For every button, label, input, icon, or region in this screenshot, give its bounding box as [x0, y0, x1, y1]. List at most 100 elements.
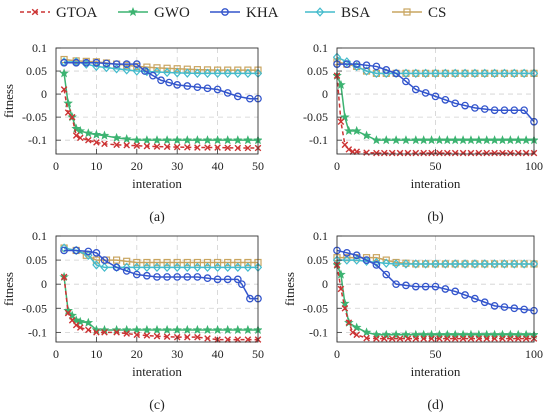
panel-c-point-cs: [143, 258, 151, 267]
panel-d-ytick-label: 0.05: [307, 253, 328, 267]
panel-a-line-gtoa: [63, 89, 258, 149]
panel-a-point-kha: [132, 60, 141, 68]
panel-b-xtick-label: 0: [334, 159, 340, 173]
legend-marker-gtoa: [31, 8, 39, 16]
panel-b-point-gtoa: [363, 149, 370, 156]
panel-d-point-gwo: [466, 329, 476, 339]
panel-b-point-gtoa: [514, 149, 522, 157]
panel-b-point-kha: [352, 60, 361, 68]
panel-a-point-gtoa: [101, 140, 108, 148]
panel-c-point-kha: [246, 294, 254, 303]
legend-entry-bsa: BSA: [305, 5, 370, 21]
panel-c-ytick-label: 0: [41, 277, 47, 291]
panel-a-point-bsa: [183, 68, 192, 78]
panel-d-point-gwo: [521, 329, 531, 339]
panel-b-point-kha: [372, 62, 381, 71]
panel-b-point-gtoa: [412, 149, 420, 157]
panel-a-series-gwo: [59, 68, 262, 145]
panel-a-point-kha: [203, 84, 212, 93]
panel-a-point-gtoa: [123, 141, 130, 149]
panel-a-point-kha: [102, 59, 111, 68]
panel-b-point-bsa: [352, 61, 361, 72]
panel-b-point-kha: [510, 106, 519, 115]
panel-a-point-kha: [165, 78, 173, 87]
panel-b-point-gtoa: [337, 118, 345, 126]
panel-c-point-cs: [214, 258, 222, 267]
panel-a-point-gtoa: [68, 113, 76, 121]
panel-d: 0 50 100 0.1 0.05 0 -0.05 -0.1 interation fitness…: [282, 229, 543, 413]
panel-a-xtick-label: 50: [252, 159, 264, 173]
panel-a-point-cs: [183, 65, 191, 73]
panel-b-point-gwo: [344, 125, 354, 136]
panel-d-point-bsa: [352, 255, 361, 265]
panel-d-series-gtoa: [333, 261, 538, 342]
panel-c-point-kha: [223, 275, 232, 284]
panel-d-caption: (d): [427, 398, 444, 413]
panel-c-series-kha: [60, 246, 262, 303]
panel-a-point-gtoa: [85, 136, 92, 144]
panel-c-point-gtoa: [194, 333, 201, 341]
panel-b-point-kha: [431, 92, 440, 101]
panel-b: 0 50 100 0.1 0.05 0 -0.05 -0.1 interation (b): [303, 41, 543, 225]
panel-b-point-bsa: [460, 68, 470, 79]
panel-b-point-kha: [471, 104, 479, 112]
panel-b-point-kha: [441, 95, 450, 104]
panel-b-point-gtoa: [373, 149, 380, 157]
panel-d-point-gtoa: [388, 335, 396, 342]
panel-d-point-gwo: [450, 329, 460, 339]
panel-b-point-kha: [342, 60, 351, 68]
panel-d-point-gwo: [411, 329, 421, 339]
panel-d-point-gwo: [481, 329, 492, 339]
panel-c-point-kha: [122, 267, 131, 275]
panel-a-point-gtoa: [224, 144, 231, 152]
panel-c-xtick-label: 40: [212, 347, 224, 361]
panel-d-point-bsa: [500, 259, 509, 269]
panel-c-point-bsa: [213, 262, 222, 273]
panel-b-point-kha: [392, 69, 400, 78]
panel-c-point-kha: [237, 280, 246, 289]
panel-a-point-kha: [157, 76, 165, 85]
panel-a: 0 10 20 30 40 50 0.1 0.05 0 -0.05 -0.1 interation fi…: [1, 41, 264, 225]
panel-c-point-gwo: [202, 324, 213, 335]
panel-d-point-gwo: [361, 327, 372, 337]
panel-b-point-bsa: [480, 68, 489, 79]
panel-d-point-bsa: [382, 258, 391, 268]
panel-a-point-gwo: [212, 135, 223, 145]
panel-d-point-kha: [382, 270, 391, 279]
panel-b-point-gtoa: [388, 149, 396, 157]
panel-d-point-gwo: [434, 329, 445, 339]
panel-b-point-gwo: [371, 135, 382, 145]
panel-c-xtick-label: 50: [252, 347, 264, 361]
panel-d-point-bsa: [490, 259, 499, 269]
panel-b-point-gtoa: [436, 149, 443, 157]
panel-d-line-gtoa: [336, 264, 534, 340]
panel-b-point-kha: [362, 61, 371, 70]
panel-c-xtick-label: 30: [171, 347, 183, 361]
panel-c-point-gtoa: [93, 329, 100, 336]
panel-c-point-cs: [203, 258, 212, 267]
panel-b-point-gwo: [521, 135, 531, 145]
panel-d-x-axis-label: interation: [411, 364, 461, 379]
legend-entry-kha: KHA: [210, 5, 279, 21]
panel-a-point-gwo: [162, 135, 172, 145]
panel-a-point-gtoa: [204, 144, 211, 151]
panel-b-point-gwo: [426, 135, 437, 145]
panel-a-series-gtoa: [60, 86, 262, 152]
legend-entry-cs: CS: [392, 5, 446, 21]
panel-c-point-gtoa: [113, 329, 120, 336]
panel-b-point-gwo: [411, 135, 421, 145]
panel-c-point-kha: [203, 274, 212, 283]
panel-d-point-kha: [411, 282, 420, 291]
panel-b-point-gwo: [497, 135, 508, 145]
panel-a-point-gwo: [172, 135, 182, 145]
panel-c-point-gtoa: [234, 336, 242, 343]
panel-d-point-bsa: [450, 259, 460, 269]
panel-b-point-gtoa: [451, 149, 459, 157]
legend-marker-kha: [221, 8, 229, 16]
panel-c-ytick-label: -0.1: [28, 325, 47, 339]
panel-b-point-gwo: [361, 130, 372, 140]
panel-b-point-bsa: [490, 68, 499, 79]
panel-c-point-kha: [153, 273, 161, 281]
panel-b-point-gtoa: [522, 149, 530, 157]
panel-d-ytick-label: -0.05: [303, 301, 328, 315]
